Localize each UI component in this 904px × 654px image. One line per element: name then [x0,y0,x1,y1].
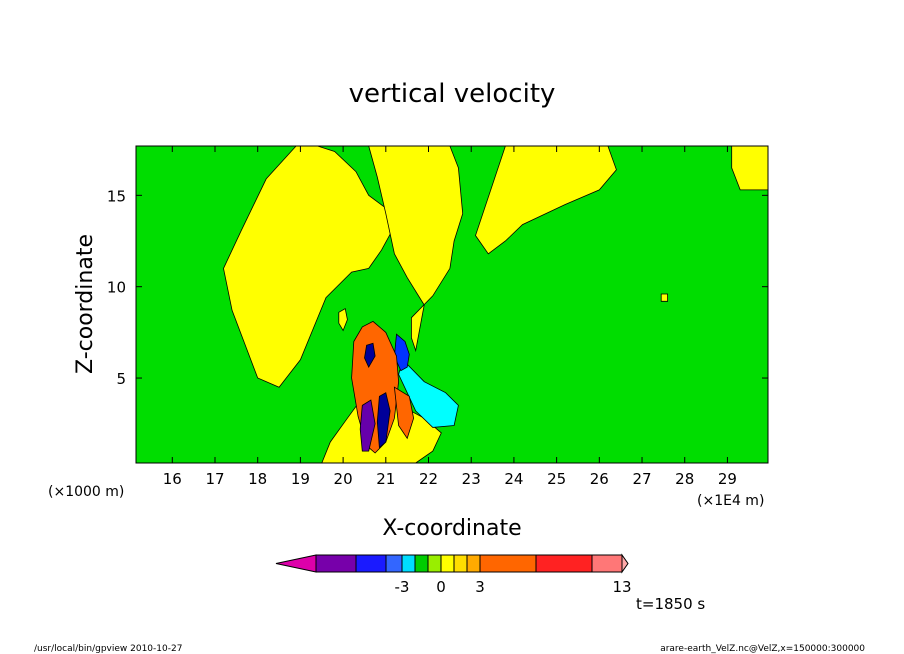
x-tick-label: 22 [419,470,438,488]
x-tick-label: 26 [590,470,609,488]
x-tick-label: 18 [248,470,267,488]
x-tick-label: 21 [376,470,395,488]
x-tick-label: 25 [547,470,566,488]
contour-region [338,307,348,332]
x-axis: 16 17 18 19 20 21 22 23 24 25 26 27 28 29 [163,146,737,488]
footer-left: /usr/local/bin/gpview 2010-10-27 [34,644,182,654]
y-unit-label: (×1000 m) [48,484,124,500]
colorbar-swatch [315,554,357,573]
colorbar-arrow-high [621,553,629,574]
y-tick-label: 15 [107,187,126,205]
contour-regions [223,145,769,464]
contour-region [364,342,376,368]
footer-right: arare-earth_VelZ.nc@VelZ,x=150000:300000 [660,644,865,654]
colorbar: -3 0 3 13 [275,553,632,596]
y-tick-label: 5 [116,370,126,388]
colorbar-swatch [535,554,593,573]
colorbar-swatch [401,554,416,573]
y-axis: 5 10 15 [107,187,768,388]
colorbar-swatch [591,554,623,573]
contour-region [660,293,668,302]
colorbar-swatch [466,554,481,573]
x-axis-label: X-coordinate [382,516,521,541]
contour-region [398,359,459,428]
colorbar-arrow-low [275,554,317,573]
x-tick-label: 27 [632,470,651,488]
colorbar-swatch [427,554,442,573]
x-tick-label: 17 [205,470,224,488]
contour-region [393,386,415,440]
colorbar-tick-label: 0 [436,578,446,596]
plot-frame [135,145,769,464]
x-tick-label: 28 [675,470,694,488]
y-axis-label: Z-coordinate [73,234,98,374]
colorbar-tick-label: -3 [395,578,410,596]
x-unit-label: (×1E4 m) [697,493,764,509]
colorbar-swatch [385,554,403,573]
colorbar-swatch [355,554,387,573]
x-tick-label: 20 [334,470,353,488]
time-label: t=1850 s [636,595,705,613]
colorbar-tick-label: 13 [612,578,631,596]
x-tick-label: 16 [163,470,182,488]
colorbar-swatch [453,554,468,573]
x-tick-label: 29 [718,470,737,488]
colorbar-swatch [440,554,455,573]
contour-region [376,392,391,449]
y-tick-label: 10 [107,279,126,297]
x-tick-label: 19 [291,470,310,488]
x-tick-label: 24 [504,470,523,488]
contour-region [359,399,376,452]
colorbar-swatch [479,554,537,573]
colorbar-swatch [414,554,429,573]
x-tick-label: 23 [462,470,481,488]
colorbar-tick-label: 3 [475,578,485,596]
contour-region [368,145,464,353]
chart-title: vertical velocity [349,79,556,109]
